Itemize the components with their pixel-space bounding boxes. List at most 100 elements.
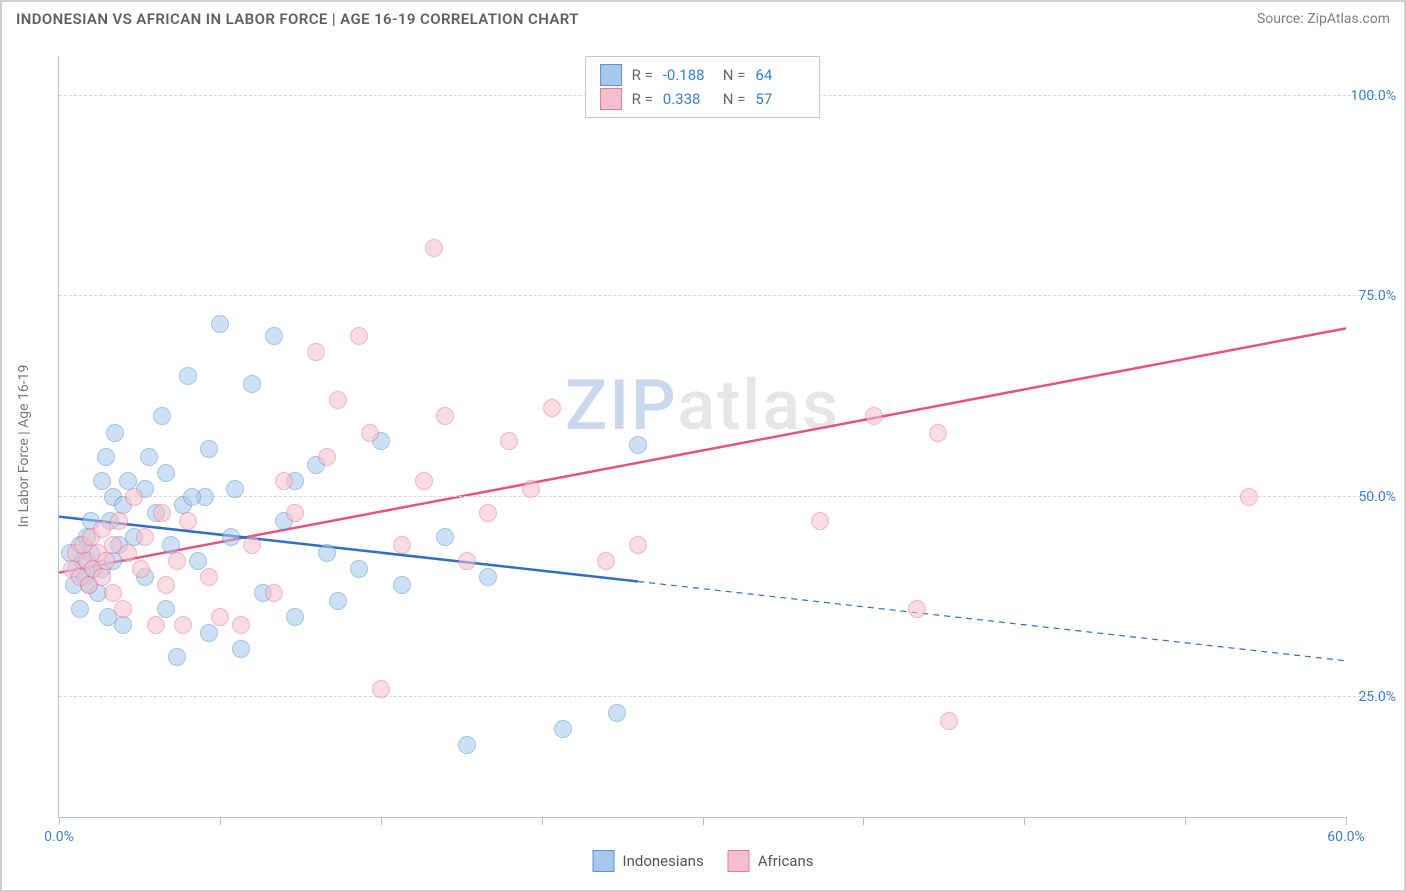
indonesians-point — [200, 440, 218, 458]
x-tick — [59, 817, 60, 825]
indonesians-point — [93, 472, 111, 490]
africans-point — [243, 536, 261, 554]
indonesians-point — [286, 608, 304, 626]
africans-point — [940, 712, 958, 730]
indonesians-point — [179, 367, 197, 385]
watermark-light: atlas — [677, 365, 840, 447]
indonesians-point — [458, 736, 476, 754]
africans-point — [275, 472, 293, 490]
legend-row-indonesians: R = -0.188 N = 64 — [600, 63, 806, 87]
correlation-legend: R = -0.188 N = 64 R = 0.338 N = 57 — [585, 56, 821, 118]
x-tick — [1185, 817, 1186, 825]
indonesians-point — [183, 488, 201, 506]
indonesians-point — [350, 560, 368, 578]
africans-point — [93, 520, 111, 538]
gridline-h — [59, 696, 1386, 697]
africans-swatch — [600, 88, 622, 110]
source-value: ZipAtlas.com — [1307, 11, 1390, 27]
africans-point — [929, 424, 947, 442]
africans-point — [329, 391, 347, 409]
africans-point — [147, 616, 165, 634]
indonesians-point — [608, 704, 626, 722]
indonesians-point — [629, 436, 647, 454]
indonesians-point — [554, 720, 572, 738]
africans-point — [479, 504, 497, 522]
africans-point — [361, 424, 379, 442]
africans-point — [436, 407, 454, 425]
legend-item-africans: Africans — [728, 850, 814, 872]
watermark: ZIPatlas — [565, 365, 840, 447]
indonesians-point — [479, 568, 497, 586]
x-tick-label: 0.0% — [44, 829, 74, 845]
africans-point — [110, 512, 128, 530]
y-tick-label: 25.0% — [1358, 689, 1396, 705]
series-legend: Indonesians Africans — [593, 850, 814, 872]
africans-point — [597, 552, 615, 570]
africans-point — [908, 600, 926, 618]
x-tick — [220, 817, 221, 825]
indonesians-point — [318, 544, 336, 562]
x-tick — [1346, 817, 1347, 825]
africans-point — [211, 608, 229, 626]
africans-point — [265, 584, 283, 602]
indonesians-point — [168, 648, 186, 666]
africans-point — [97, 552, 115, 570]
indonesians-point — [97, 448, 115, 466]
source-attribution: Source: ZipAtlas.com — [1257, 11, 1390, 27]
n-label: N = — [723, 87, 746, 111]
indonesians-swatch — [593, 850, 615, 872]
indonesians-point — [265, 327, 283, 345]
africans-point — [350, 327, 368, 345]
africans-point — [415, 472, 433, 490]
africans-point — [114, 600, 132, 618]
r-label: R = — [632, 87, 653, 111]
africans-point — [168, 552, 186, 570]
r-label: R = — [632, 63, 653, 87]
legend-item-indonesians: Indonesians — [593, 850, 704, 872]
y-tick-label: 100.0% — [1351, 88, 1396, 104]
indonesians-swatch — [600, 64, 622, 86]
indonesians-point — [200, 624, 218, 642]
africans-point — [318, 448, 336, 466]
indonesians-point — [243, 375, 261, 393]
africans-point — [629, 536, 647, 554]
indonesians-point — [153, 407, 171, 425]
indonesians-point — [71, 600, 89, 618]
indonesians-label: Indonesians — [623, 852, 704, 870]
gridline-h — [59, 295, 1386, 296]
x-tick — [381, 817, 382, 825]
africans-point — [104, 584, 122, 602]
indonesians-point — [157, 464, 175, 482]
africans-point — [200, 568, 218, 586]
africans-point — [500, 432, 518, 450]
x-tick-label: 60.0% — [1327, 829, 1365, 845]
indonesians-point — [106, 424, 124, 442]
n-label: N = — [723, 63, 746, 87]
africans-point — [93, 568, 111, 586]
indonesians-point — [157, 600, 175, 618]
africans-point — [425, 239, 443, 257]
y-tick-label: 50.0% — [1358, 489, 1396, 505]
chart-title: INDONESIAN VS AFRICAN IN LABOR FORCE | A… — [16, 10, 579, 28]
africans-point — [119, 544, 137, 562]
source-label: Source: — [1257, 11, 1307, 27]
africans-point — [1240, 488, 1258, 506]
africans-point — [286, 504, 304, 522]
indonesians-point — [393, 576, 411, 594]
x-tick — [863, 817, 864, 825]
africans-point — [179, 512, 197, 530]
indonesians-point — [226, 480, 244, 498]
indonesians-point — [436, 528, 454, 546]
africans-swatch — [728, 850, 750, 872]
gridline-h — [59, 496, 1386, 497]
africans-label: Africans — [758, 852, 814, 870]
trend-lines — [59, 56, 1346, 817]
indonesians-point — [232, 640, 250, 658]
indonesians-point — [211, 315, 229, 333]
africans-point — [543, 399, 561, 417]
africans-point — [811, 512, 829, 530]
indonesians-point — [189, 552, 207, 570]
indonesians-point — [114, 616, 132, 634]
africans-point — [458, 552, 476, 570]
africans-point — [136, 528, 154, 546]
